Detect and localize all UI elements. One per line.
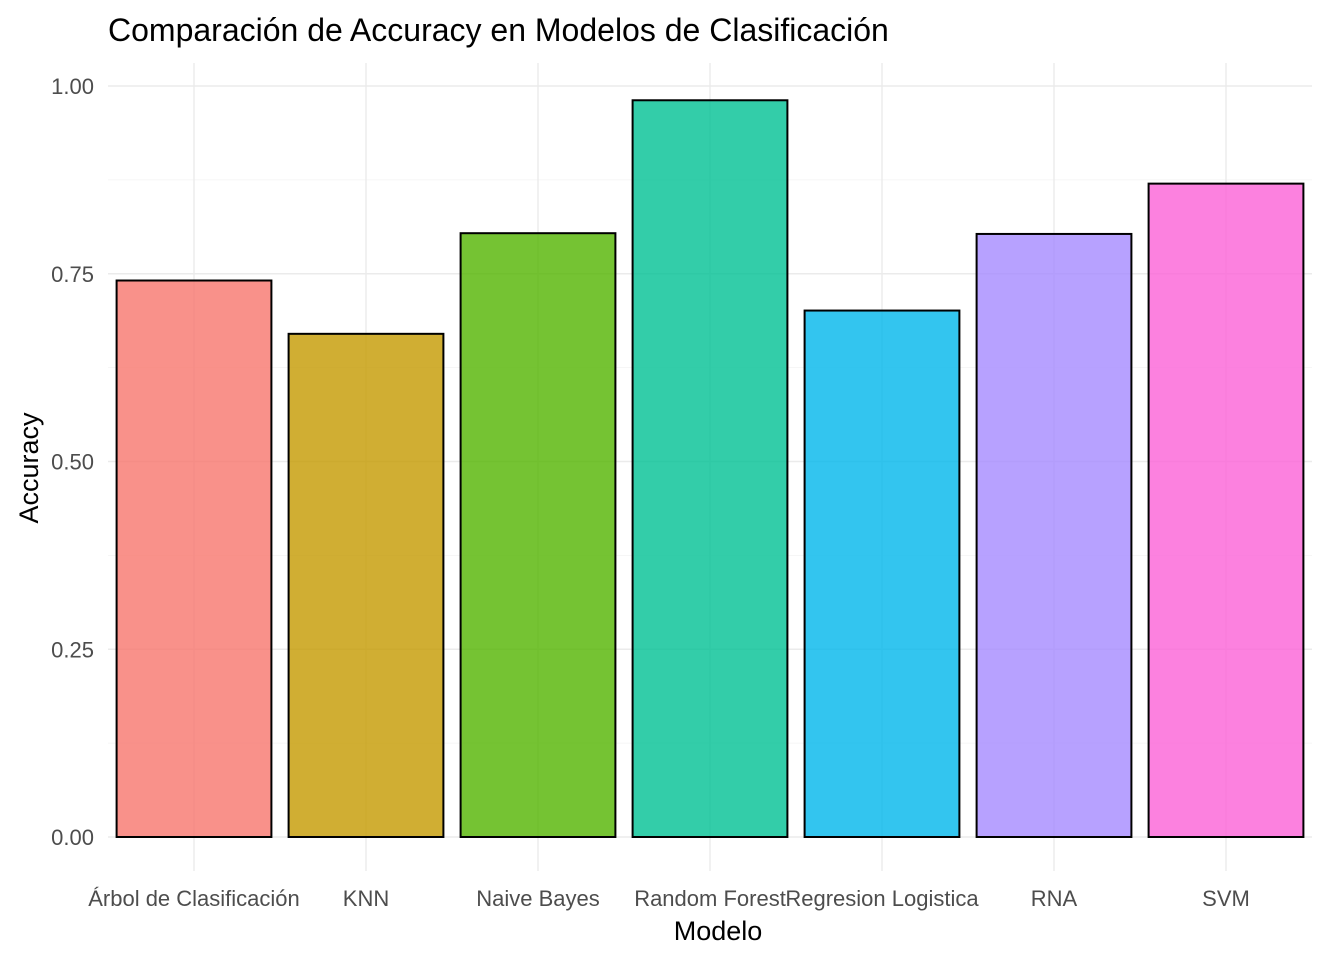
- x-tick-label: SVM: [1202, 886, 1250, 911]
- y-tick-label: 0.50: [51, 450, 94, 475]
- x-tick-label: Naive Bayes: [476, 886, 600, 911]
- x-tick-label: KNN: [343, 886, 389, 911]
- bar-arbol-de-clasificacion: [115, 279, 273, 839]
- chart-title: Comparación de Accuracy en Modelos de Cl…: [108, 12, 889, 48]
- bar-knn: [287, 332, 445, 838]
- x-tick-label: Regresion Logistica: [785, 886, 979, 911]
- y-tick-label: 0.00: [51, 825, 94, 850]
- y-tick-label: 0.25: [51, 637, 94, 662]
- bar-random-forest: [631, 99, 789, 839]
- bar-regresion-logistica: [803, 309, 961, 838]
- y-axis-tick-labels: 0.00 0.25 0.50 0.75 1.00: [51, 74, 94, 850]
- y-tick-label: 1.00: [51, 74, 94, 99]
- bar-rna: [975, 232, 1133, 838]
- x-axis-title: Modelo: [674, 916, 763, 946]
- bars-layer: [115, 99, 1305, 839]
- x-tick-label: RNA: [1031, 886, 1078, 911]
- x-tick-label: Árbol de Clasificación: [88, 886, 300, 911]
- x-tick-label: Random Forest: [634, 886, 786, 911]
- bar-naive-bayes: [459, 232, 617, 839]
- y-tick-label: 0.75: [51, 262, 94, 287]
- y-axis-title: Accuracy: [14, 412, 44, 524]
- x-axis-tick-labels: Árbol de Clasificación KNN Naive Bayes Rand…: [88, 886, 1250, 911]
- bar-svm: [1147, 182, 1305, 838]
